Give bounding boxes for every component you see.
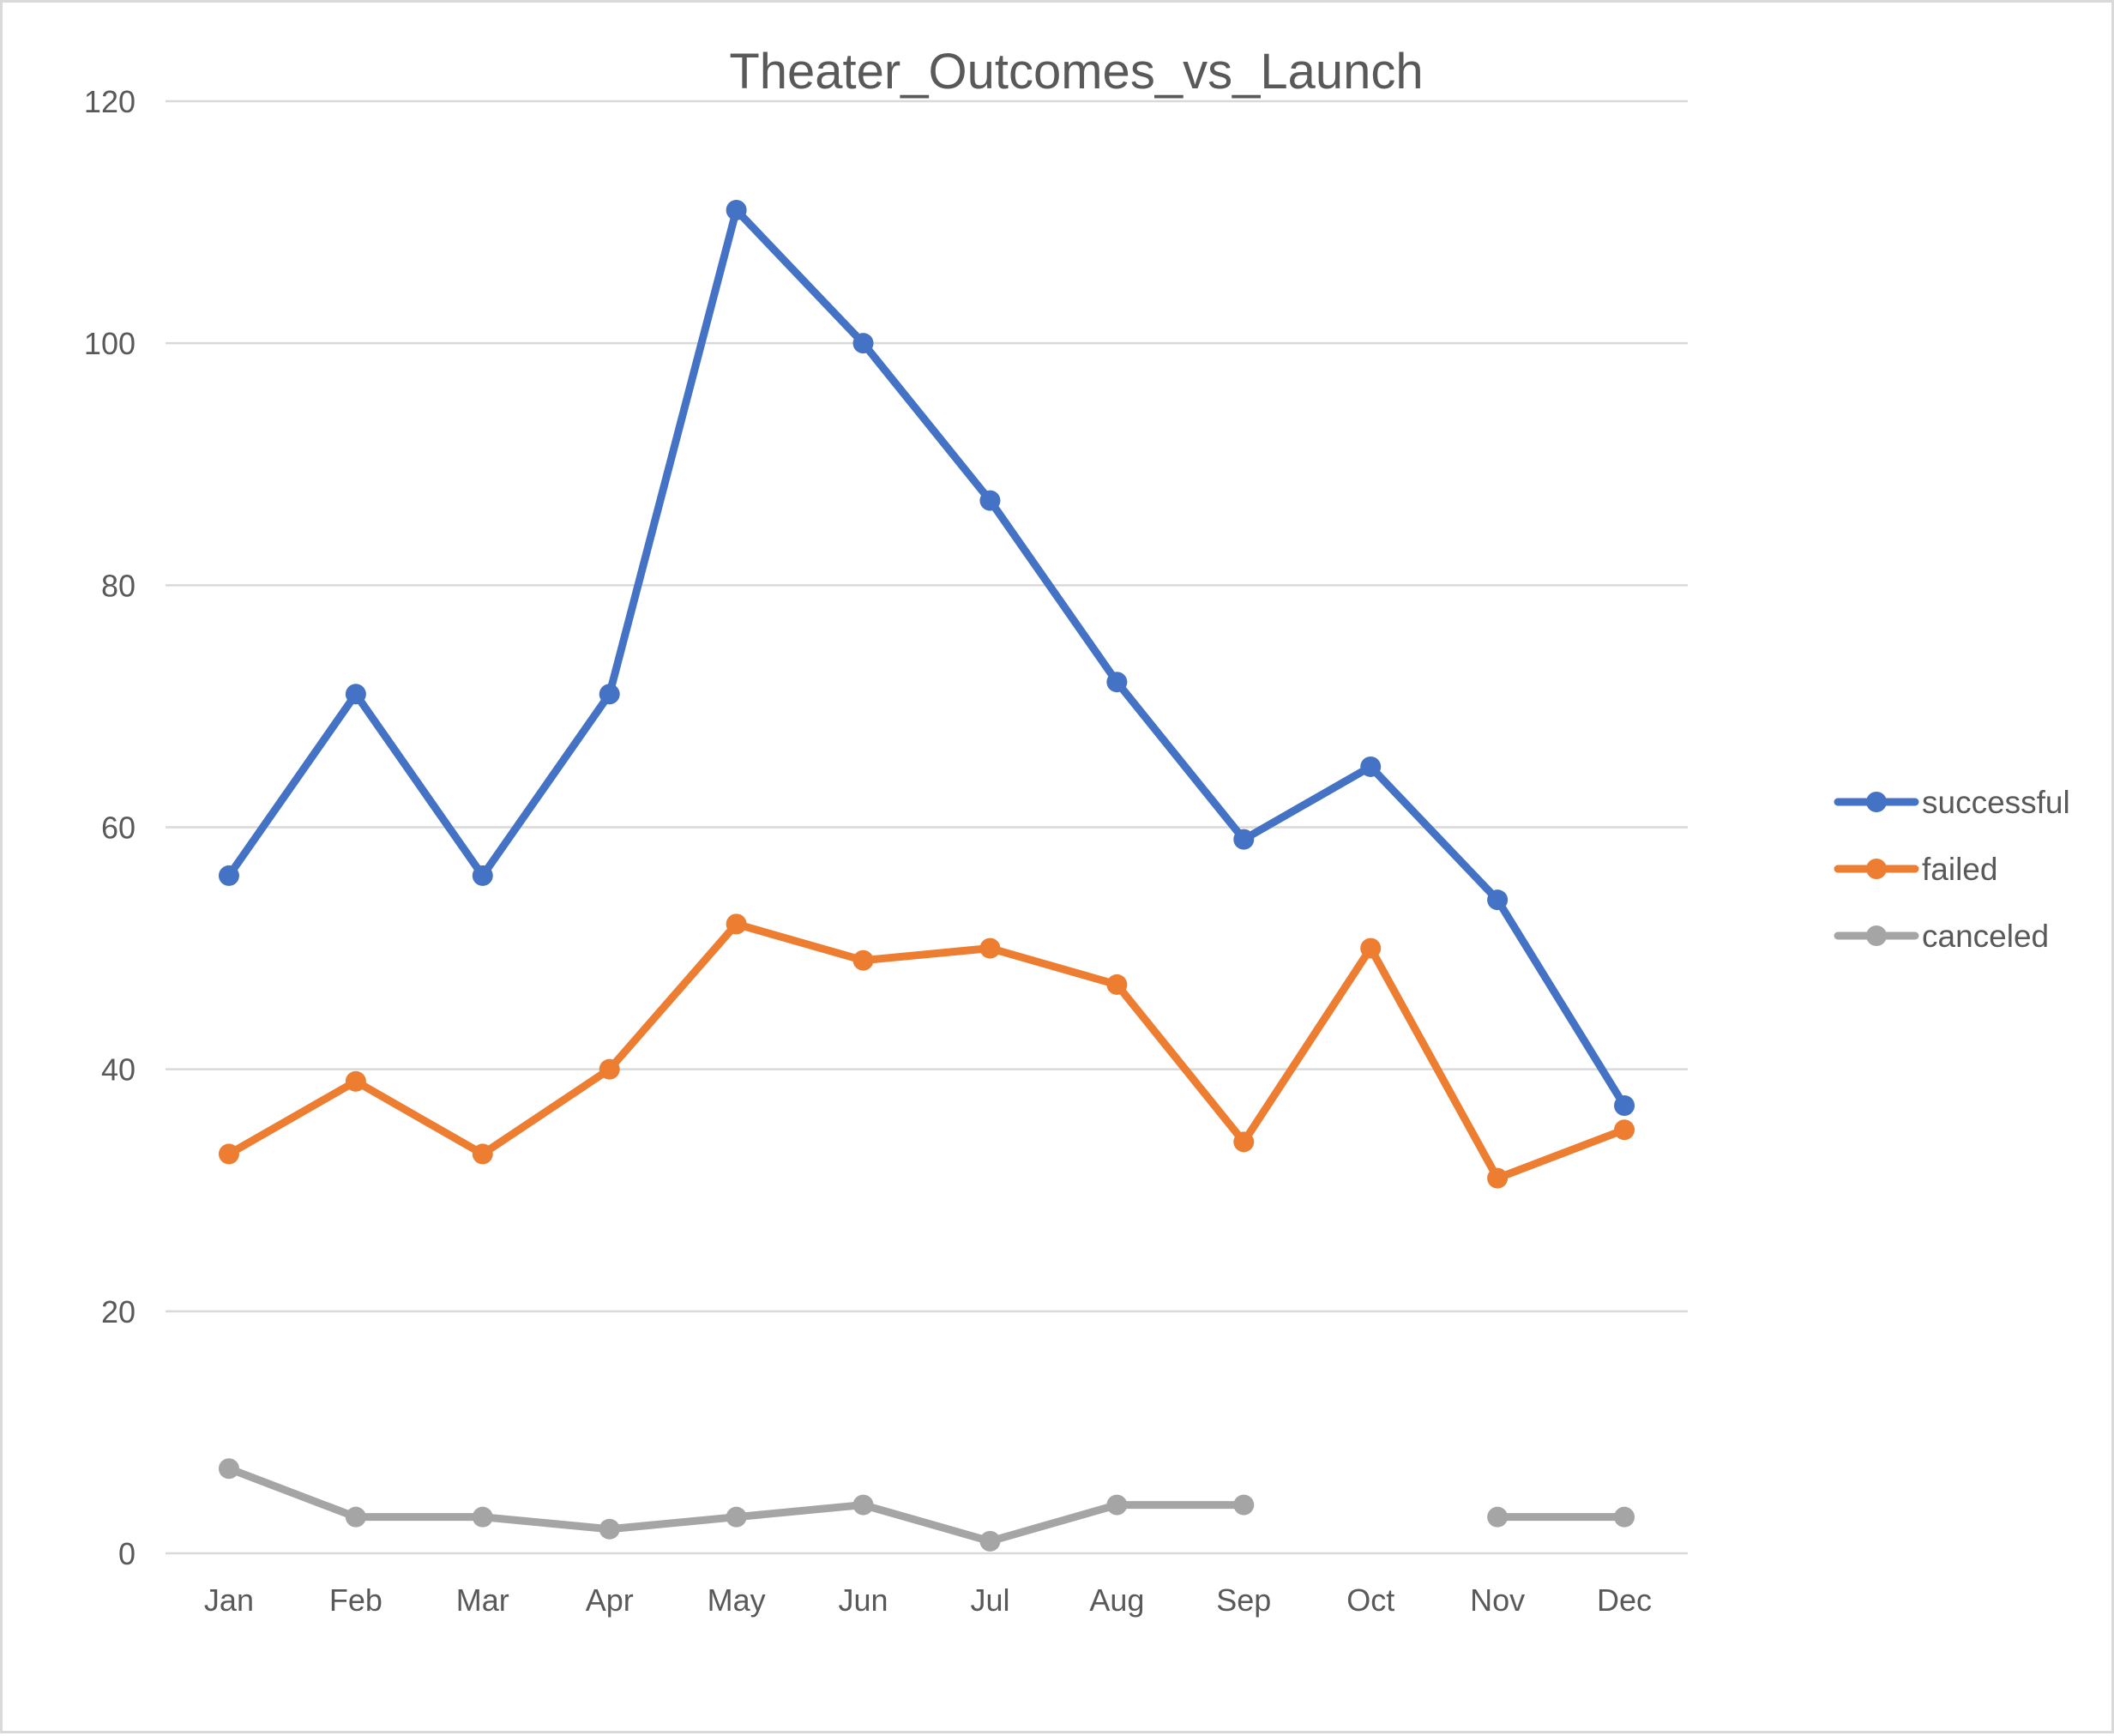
data-point-canceled-Jul bbox=[979, 1530, 1001, 1552]
x-tick-label: Aug bbox=[1089, 1582, 1144, 1618]
data-point-failed-Aug bbox=[1106, 973, 1128, 995]
legend-swatch-marker bbox=[1866, 859, 1887, 879]
data-point-canceled-Jun bbox=[852, 1494, 874, 1516]
data-point-canceled-May bbox=[726, 1506, 747, 1528]
data-point-failed-May bbox=[726, 913, 747, 935]
line-chart: Theater_Outcomes_vs_Launch 0 20 40 60 80 100 1… bbox=[84, 44, 2070, 1618]
data-point-canceled-Dec bbox=[1614, 1506, 1635, 1528]
series-failed bbox=[218, 913, 1635, 1189]
legend-label: canceled bbox=[1922, 919, 2049, 954]
x-axis-ticks: Jan Feb Mar Apr May Jun Jul Aug Sep Oct Nov Dec bbox=[204, 1582, 1652, 1618]
y-tick-label: 120 bbox=[84, 84, 136, 119]
x-tick-label: Jan bbox=[204, 1582, 254, 1618]
data-point-canceled-Feb bbox=[345, 1506, 366, 1528]
series-layer bbox=[218, 199, 1635, 1552]
y-tick-label: 20 bbox=[101, 1294, 136, 1329]
data-point-failed-Mar bbox=[472, 1143, 493, 1165]
legend-item-failed: failed bbox=[1834, 852, 1997, 887]
data-point-canceled-Sep bbox=[1233, 1494, 1255, 1516]
data-point-canceled-Apr bbox=[599, 1518, 620, 1540]
legend-label: failed bbox=[1922, 852, 1997, 887]
data-point-failed-Dec bbox=[1614, 1119, 1635, 1141]
data-point-failed-Nov bbox=[1487, 1167, 1509, 1189]
series-line-failed bbox=[225, 919, 1629, 1183]
data-point-successful-Jan bbox=[218, 865, 239, 886]
data-point-canceled-Mar bbox=[472, 1506, 493, 1528]
legend-item-canceled: canceled bbox=[1834, 919, 2049, 954]
legend-swatch-marker bbox=[1866, 925, 1887, 946]
data-point-failed-Jul bbox=[979, 937, 1001, 959]
data-point-successful-Jul bbox=[979, 490, 1001, 511]
gridlines bbox=[166, 99, 1688, 1555]
data-point-canceled-Aug bbox=[1106, 1494, 1128, 1516]
series-canceled bbox=[218, 1458, 1635, 1552]
x-tick-label: Nov bbox=[1470, 1582, 1525, 1618]
series-line-canceled bbox=[225, 1464, 1629, 1546]
data-point-successful-Mar bbox=[472, 865, 493, 886]
legend-item-successful: successful bbox=[1834, 785, 2070, 820]
x-tick-label: Sep bbox=[1216, 1582, 1271, 1618]
x-tick-label: Feb bbox=[329, 1582, 382, 1618]
y-tick-label: 80 bbox=[101, 568, 136, 603]
legend: successful failed canceled bbox=[1834, 785, 2070, 954]
y-tick-label: 0 bbox=[118, 1536, 136, 1571]
data-point-failed-Apr bbox=[599, 1058, 620, 1080]
x-tick-label: Dec bbox=[1597, 1582, 1652, 1618]
data-point-successful-Feb bbox=[345, 684, 366, 705]
data-point-successful-May bbox=[726, 199, 747, 220]
data-point-failed-Jan bbox=[218, 1143, 239, 1165]
x-tick-label: Oct bbox=[1346, 1582, 1394, 1618]
series-successful bbox=[218, 199, 1635, 1116]
data-point-canceled-Nov bbox=[1487, 1506, 1509, 1528]
legend-label: successful bbox=[1922, 785, 2070, 820]
x-tick-label: Apr bbox=[586, 1582, 634, 1618]
x-tick-label: May bbox=[708, 1582, 766, 1618]
data-point-successful-Oct bbox=[1360, 756, 1382, 777]
data-point-failed-Sep bbox=[1233, 1131, 1255, 1153]
data-point-successful-Apr bbox=[599, 684, 620, 705]
y-axis-ticks: 0 20 40 60 80 100 120 bbox=[84, 84, 136, 1571]
x-tick-label: Jun bbox=[839, 1582, 888, 1618]
series-line-successful bbox=[225, 206, 1629, 1110]
data-point-successful-Aug bbox=[1106, 672, 1128, 693]
y-tick-label: 60 bbox=[101, 811, 136, 846]
y-tick-label: 100 bbox=[84, 326, 136, 361]
data-point-successful-Jun bbox=[852, 333, 874, 354]
chart-title: Theater_Outcomes_vs_Launch bbox=[729, 44, 1423, 99]
data-point-failed-Oct bbox=[1360, 937, 1382, 959]
data-point-failed-Feb bbox=[345, 1070, 366, 1092]
data-point-successful-Nov bbox=[1487, 889, 1509, 911]
data-point-failed-Jun bbox=[852, 949, 874, 971]
data-point-successful-Sep bbox=[1233, 829, 1255, 850]
x-tick-label: Jul bbox=[970, 1582, 1009, 1618]
data-point-successful-Dec bbox=[1614, 1094, 1635, 1116]
x-tick-label: Mar bbox=[456, 1582, 509, 1618]
data-point-canceled-Jan bbox=[218, 1458, 239, 1480]
y-tick-label: 40 bbox=[101, 1052, 136, 1088]
legend-swatch-marker bbox=[1866, 792, 1887, 812]
